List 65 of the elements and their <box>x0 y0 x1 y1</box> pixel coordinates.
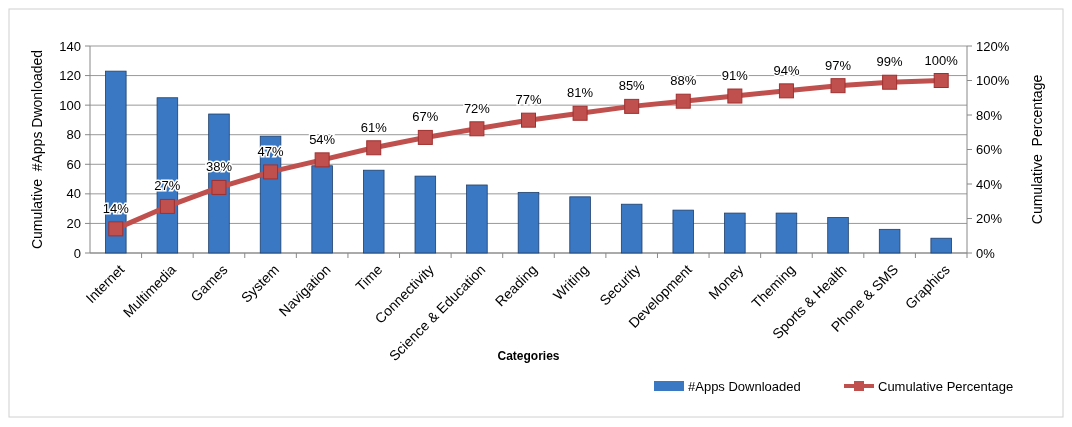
bar <box>156 97 179 254</box>
bar <box>775 212 798 254</box>
point <box>417 129 433 145</box>
y2-tick-label: 100% <box>976 73 1010 89</box>
y-tick-label: 20 <box>66 215 81 231</box>
bar <box>569 196 591 254</box>
bar <box>105 70 127 254</box>
data-label: 99% <box>876 54 904 70</box>
bar <box>466 184 488 254</box>
y2-tick-label: 40% <box>976 176 1003 192</box>
point <box>675 93 691 109</box>
y2-axis-title: Cumulative Percentage <box>1029 74 1045 225</box>
y2-tick-label: 80% <box>976 107 1003 123</box>
data-label: 94% <box>773 62 800 78</box>
bar <box>672 209 694 254</box>
data-label: 67% <box>412 109 439 125</box>
bar <box>414 175 437 254</box>
point <box>521 112 536 128</box>
point <box>933 73 949 88</box>
data-label: 77% <box>515 92 542 108</box>
y-tick-label: 60 <box>66 156 81 172</box>
point <box>263 164 279 180</box>
point <box>727 88 743 104</box>
point <box>108 221 124 237</box>
data-label: 61% <box>360 119 388 135</box>
data-label: 54% <box>309 131 336 147</box>
data-label: 91% <box>721 68 749 84</box>
legend-label: Cumulative Percentage <box>878 378 1014 394</box>
data-label: 81% <box>567 85 594 101</box>
bar <box>620 203 643 254</box>
y2-tick-label: 120% <box>976 38 1010 54</box>
bar <box>363 169 385 254</box>
point <box>469 121 485 137</box>
point <box>778 83 794 99</box>
x-axis-title: Categories <box>497 349 560 363</box>
y-tick-label: 80 <box>66 127 81 143</box>
point <box>211 179 227 195</box>
data-label: 97% <box>825 57 852 73</box>
legend-label: #Apps Downloaded <box>688 378 801 394</box>
point <box>159 198 175 214</box>
data-label: 85% <box>618 78 646 94</box>
bar <box>517 191 540 254</box>
y2-tick-label: 60% <box>976 142 1003 158</box>
point <box>572 105 588 121</box>
bar <box>827 217 849 254</box>
point <box>366 140 382 156</box>
bar <box>878 228 901 254</box>
point <box>314 152 330 168</box>
data-label: 100% <box>924 52 959 68</box>
data-label: 72% <box>463 100 491 116</box>
bar <box>311 165 333 254</box>
y2-tick-label: 20% <box>976 211 1003 227</box>
y-tick-label: 120 <box>59 68 81 84</box>
point <box>830 78 846 94</box>
bar <box>724 212 746 254</box>
y2-tick-label: 0% <box>976 245 996 261</box>
point <box>882 74 898 90</box>
y-axis-title: Cumulative #Apps Dwonloaded <box>29 49 45 250</box>
y-tick-label: 40 <box>66 186 81 202</box>
point <box>624 98 640 114</box>
bar <box>930 237 952 254</box>
y-tick-label: 140 <box>59 38 81 54</box>
data-label: 88% <box>670 73 697 89</box>
y-tick-label: 100 <box>59 97 81 113</box>
y-tick-label: 0 <box>73 245 81 261</box>
